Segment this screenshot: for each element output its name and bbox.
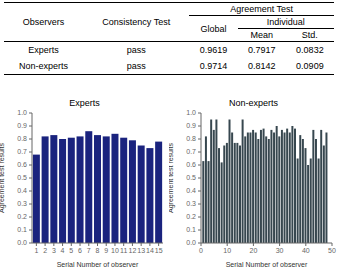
html-text:Global: Global: [200, 23, 227, 34]
html-text:0.9714: 0.9714: [199, 61, 228, 71]
svg-text:0.1: 0.1: [17, 226, 27, 233]
svg-text:0.2: 0.2: [186, 213, 196, 220]
html-text:Experts: Experts: [28, 45, 59, 55]
html-text:0.0909: 0.0909: [296, 61, 324, 71]
svg-text:14: 14: [146, 247, 154, 254]
svg-text:30: 30: [276, 247, 284, 254]
svg-text:0: 0: [199, 247, 203, 254]
svg-text:12: 12: [129, 247, 137, 254]
svg-text:0.9: 0.9: [186, 122, 196, 129]
svg-text:7: 7: [87, 247, 91, 254]
svg-text:50: 50: [328, 247, 330, 254]
html-text:pass: pass: [126, 45, 146, 55]
html-text:Agreement Test: Agreement Test: [230, 4, 294, 14]
html-text:Experts: Experts: [69, 98, 100, 108]
svg-text:Serial Number of observer: Serial Number of observer: [226, 261, 308, 267]
svg-text:1.0: 1.0: [17, 109, 27, 116]
svg-text:0.6: 0.6: [17, 161, 27, 168]
svg-text:10: 10: [111, 247, 119, 254]
html-text:Non-experts: Non-experts: [229, 98, 278, 108]
html-text:pass: pass: [126, 61, 146, 71]
svg-text:6: 6: [78, 247, 82, 254]
svg-text:2: 2: [43, 247, 47, 254]
svg-text:0.7: 0.7: [186, 148, 196, 155]
svg-text:0.8: 0.8: [186, 135, 196, 142]
svg-text:11: 11: [120, 247, 127, 254]
svg-text:0.6: 0.6: [186, 161, 196, 168]
svg-text:0.2: 0.2: [17, 213, 27, 220]
svg-text:10: 10: [223, 247, 231, 254]
html-text:0.9619: 0.9619: [199, 45, 228, 55]
html-text:0.8142: 0.8142: [247, 61, 276, 71]
svg-text:Agreement test results: Agreement test results: [169, 142, 175, 213]
svg-text:0.5: 0.5: [186, 174, 196, 181]
svg-text:0.4: 0.4: [186, 187, 196, 194]
html-text:Individual: Individual: [266, 17, 305, 27]
svg-text:0.7: 0.7: [17, 148, 27, 155]
svg-text:0.9: 0.9: [17, 122, 27, 129]
html-text:Non-experts: Non-experts: [19, 61, 69, 71]
html-text:Consistency Test: Consistency Test: [102, 17, 171, 27]
html-text:Std.: Std.: [301, 30, 318, 40]
svg-text:9: 9: [104, 247, 108, 254]
svg-text:1: 1: [34, 247, 38, 254]
svg-text:20: 20: [250, 247, 258, 254]
svg-text:0.3: 0.3: [186, 200, 196, 207]
svg-text:5: 5: [69, 247, 73, 254]
svg-text:15: 15: [155, 247, 163, 254]
html-text:0.7917: 0.7917: [247, 45, 276, 55]
svg-text:3: 3: [52, 247, 56, 254]
svg-text:0.0: 0.0: [17, 239, 27, 246]
svg-text:40: 40: [302, 247, 310, 254]
html-text:Mean: Mean: [250, 30, 273, 40]
svg-text:0.3: 0.3: [17, 200, 27, 207]
svg-text:4: 4: [61, 247, 65, 254]
svg-text:0.8: 0.8: [17, 135, 27, 142]
svg-text:0.0: 0.0: [186, 239, 196, 246]
svg-text:Serial Number of observer: Serial Number of observer: [57, 261, 139, 267]
svg-text:8: 8: [96, 247, 100, 254]
html-text:0.0832: 0.0832: [296, 45, 324, 55]
svg-text:13: 13: [137, 247, 145, 254]
svg-text:0.5: 0.5: [17, 174, 27, 181]
svg-text:0.4: 0.4: [17, 187, 27, 194]
svg-text:0.1: 0.1: [186, 226, 196, 233]
svg-text:1.0: 1.0: [186, 109, 196, 116]
html-text:Observers: Observers: [22, 17, 65, 27]
